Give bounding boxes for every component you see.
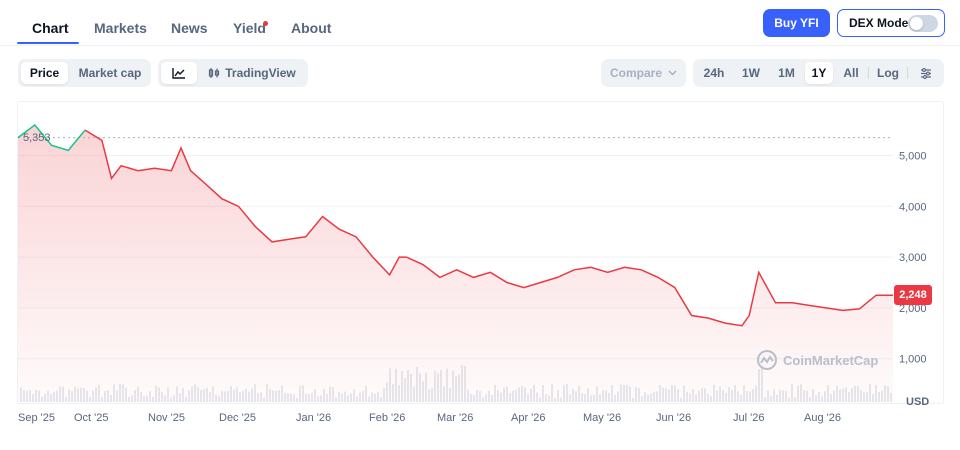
range-1m[interactable]: 1M bbox=[778, 66, 795, 80]
y-tick-label: 5,000 bbox=[899, 151, 927, 163]
x-tick-label: Apr '26 bbox=[511, 412, 546, 424]
tradingview-button[interactable]: TradingView bbox=[202, 62, 302, 84]
range-divider bbox=[868, 67, 869, 79]
sliders-icon bbox=[921, 67, 931, 79]
top-nav: Chart Markets News Yield About Buy YFI D… bbox=[0, 0, 960, 46]
y-tick-label: 1,000 bbox=[899, 354, 927, 366]
range-1y[interactable]: 1Y bbox=[805, 62, 833, 84]
tab-chart[interactable]: Chart bbox=[32, 20, 69, 36]
log-divider bbox=[907, 67, 908, 79]
metric-price-tab[interactable]: Price bbox=[21, 62, 68, 84]
range-24h[interactable]: 24h bbox=[703, 66, 725, 80]
y-axis-ticks: 5,000 4,000 3,000 2,000 1,000 bbox=[899, 151, 927, 366]
line-chart-icon bbox=[172, 68, 185, 79]
toggle-knob bbox=[910, 17, 923, 30]
tradingview-label: TradingView bbox=[225, 66, 296, 80]
y-tick-label: 3,000 bbox=[899, 252, 927, 264]
coinmarketcap-logo-icon bbox=[757, 350, 777, 370]
compare-label: Compare bbox=[609, 66, 662, 80]
price-area-fill bbox=[18, 125, 893, 402]
x-tick-label: Mar '26 bbox=[437, 412, 474, 424]
x-tick-label: Feb '26 bbox=[369, 412, 406, 424]
price-line-green bbox=[17, 123, 86, 152]
chart-settings-button[interactable] bbox=[911, 62, 941, 84]
log-button[interactable]: Log bbox=[877, 66, 899, 80]
buy-button[interactable]: Buy YFI bbox=[763, 9, 830, 37]
x-tick-label: Nov '25 bbox=[148, 412, 185, 424]
line-chart-button[interactable] bbox=[161, 62, 197, 84]
x-tick-label: Jul '26 bbox=[733, 412, 765, 424]
metric-switch: Price Market cap bbox=[18, 59, 151, 87]
price-line-red bbox=[84, 129, 894, 327]
chart-type-switch: TradingView bbox=[158, 59, 308, 87]
x-tick-label: Jun '26 bbox=[656, 412, 692, 424]
metric-market-cap-tab[interactable]: Market cap bbox=[78, 66, 142, 80]
x-tick-label: May '26 bbox=[583, 412, 622, 424]
y-tick-label: 4,000 bbox=[899, 201, 927, 213]
tab-about[interactable]: About bbox=[291, 20, 332, 36]
dex-mode-toggle[interactable] bbox=[908, 15, 938, 32]
currency-label: USD bbox=[906, 396, 929, 408]
compare-dropdown[interactable]: Compare bbox=[601, 59, 686, 87]
range-all[interactable]: All bbox=[843, 66, 859, 80]
range-switch: 24h 1W 1M 1Y All Log bbox=[693, 59, 944, 87]
candlestick-icon bbox=[209, 68, 220, 78]
chart-area[interactable] bbox=[17, 101, 944, 404]
tab-markets[interactable]: Markets bbox=[94, 20, 147, 36]
yield-badge-dot bbox=[263, 21, 268, 26]
chevron-down-icon bbox=[668, 70, 677, 76]
x-tick-label: Sep '25 bbox=[18, 412, 55, 424]
coinmarketcap-watermark: CoinMarketCap bbox=[756, 349, 878, 371]
range-1w[interactable]: 1W bbox=[742, 66, 760, 80]
x-tick-label: Oct '25 bbox=[74, 412, 109, 424]
x-tick-label: Aug '26 bbox=[804, 412, 841, 424]
tab-yield[interactable]: Yield bbox=[233, 20, 266, 36]
x-tick-label: Dec '25 bbox=[219, 412, 256, 424]
active-tab-underline bbox=[17, 42, 79, 44]
dex-mode-label: DEX Mode bbox=[849, 16, 909, 30]
start-price-label: 5,353 bbox=[23, 132, 51, 144]
current-price-tag: 2,248 bbox=[894, 285, 932, 305]
x-tick-label: Jan '26 bbox=[296, 412, 332, 424]
dex-mode-button[interactable]: DEX Mode bbox=[837, 9, 945, 37]
watermark-text: CoinMarketCap bbox=[783, 352, 879, 368]
y-tick-label: 2,000 bbox=[899, 303, 927, 315]
tab-news[interactable]: News bbox=[171, 20, 208, 36]
